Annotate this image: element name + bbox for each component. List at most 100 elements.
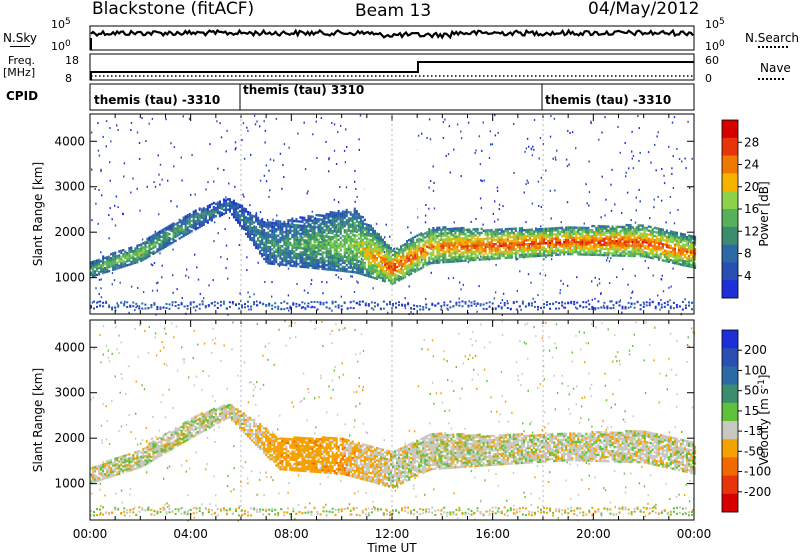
- echo-cell: [466, 257, 469, 260]
- echo-cell: [315, 236, 318, 239]
- echo-cell: [436, 257, 439, 260]
- echo-cell: [235, 214, 238, 218]
- echo-cell: [462, 239, 465, 242]
- echo-cell: [532, 240, 535, 244]
- echo-cell: [375, 271, 378, 274]
- echo-cell: [569, 230, 572, 233]
- echo-cell: [200, 208, 203, 211]
- echo-cell: [152, 246, 155, 249]
- echo-cell: [559, 292, 561, 295]
- echo-cell: [583, 249, 586, 252]
- echo-cell: [547, 246, 550, 249]
- echo-cell: [443, 304, 446, 307]
- echo-cell: [545, 256, 547, 259]
- echo-cell: [537, 180, 540, 183]
- echo-cell: [96, 259, 99, 262]
- echo-cell: [337, 222, 340, 225]
- echo-cell: [154, 237, 157, 240]
- echo-cell: [239, 214, 242, 217]
- echo-cell: [303, 235, 306, 238]
- echo-cell: [379, 258, 382, 261]
- echo-cell: [196, 266, 198, 269]
- echo-cell: [500, 306, 503, 309]
- echo-cell: [353, 211, 356, 215]
- echo-cell: [649, 238, 652, 241]
- echo-cell: [577, 253, 580, 256]
- echo-cell: [442, 257, 445, 260]
- echo-cell: [381, 269, 384, 272]
- echo-cell: [514, 247, 517, 251]
- echo-cell: [599, 249, 602, 253]
- echo-cell: [604, 116, 606, 119]
- echo-cell: [355, 227, 357, 230]
- echo-cell: [571, 240, 574, 244]
- echo-cell: [351, 217, 354, 220]
- echo-cell: [111, 283, 113, 286]
- nsearch-tick-bottom: 100: [705, 39, 725, 53]
- echo-cell: [410, 262, 413, 265]
- echo-cell: [128, 255, 131, 258]
- echo-cell: [267, 223, 270, 226]
- echo-cell: [599, 231, 602, 234]
- echo-cell: [606, 305, 609, 308]
- echo-cell: [675, 304, 678, 306]
- echo-cell: [134, 249, 137, 252]
- echo-cell: [249, 232, 252, 235]
- echo-cell: [661, 238, 664, 242]
- echo-cell: [571, 226, 574, 229]
- echo-cell: [94, 274, 97, 277]
- echo-cell: [688, 304, 690, 307]
- echo-cell: [480, 246, 483, 249]
- echo-cell: [412, 244, 415, 248]
- echo-cell: [521, 300, 524, 303]
- echo-cell: [271, 227, 274, 231]
- echo-cell: [454, 245, 457, 249]
- echo-cell: [178, 220, 181, 224]
- echo-cell: [410, 270, 413, 273]
- echo-cell: [299, 253, 302, 256]
- echo-cell: [190, 230, 193, 233]
- echo-cell: [464, 249, 467, 252]
- echo-cell: [537, 246, 540, 249]
- echo-cell: [287, 245, 290, 249]
- echo-cell: [434, 257, 437, 260]
- echo-cell: [527, 304, 530, 307]
- echo-cell: [633, 244, 636, 247]
- echo-cell: [138, 142, 141, 144]
- echo-cell: [204, 220, 207, 223]
- echo-cell: [98, 266, 101, 270]
- echo-cell: [365, 229, 368, 232]
- echo-cell: [434, 255, 437, 258]
- echo-cell: [357, 216, 360, 220]
- echo-cell: [273, 223, 276, 227]
- echo-cell: [408, 267, 411, 270]
- echo-cell: [510, 248, 513, 251]
- echo-cell: [585, 243, 588, 246]
- echo-cell: [255, 240, 258, 243]
- echo-cell: [345, 233, 348, 236]
- echo-cell: [591, 237, 594, 240]
- echo-cell: [365, 274, 368, 277]
- echo-cell: [184, 215, 187, 218]
- echo-cell: [311, 231, 314, 235]
- echo-cell: [118, 260, 121, 263]
- echo-cell: [400, 247, 403, 250]
- echo-cell: [100, 287, 102, 290]
- echo-cell: [539, 244, 542, 247]
- echo-cell: [333, 215, 336, 219]
- echo-cell: [208, 284, 210, 287]
- echo-cell: [619, 299, 622, 302]
- echo-cell: [142, 242, 145, 245]
- echo-cell: [317, 263, 320, 266]
- echo-cell: [204, 208, 207, 211]
- echo-cell: [537, 252, 540, 256]
- echo-cell: [377, 265, 380, 269]
- echo-cell: [361, 263, 364, 266]
- echo-cell: [288, 146, 290, 149]
- echo-cell: [124, 262, 127, 266]
- echo-cell: [172, 234, 175, 237]
- echo-cell: [506, 234, 509, 237]
- echo-cell: [567, 250, 570, 254]
- echo-cell: [281, 236, 284, 240]
- echo-cell: [104, 267, 107, 270]
